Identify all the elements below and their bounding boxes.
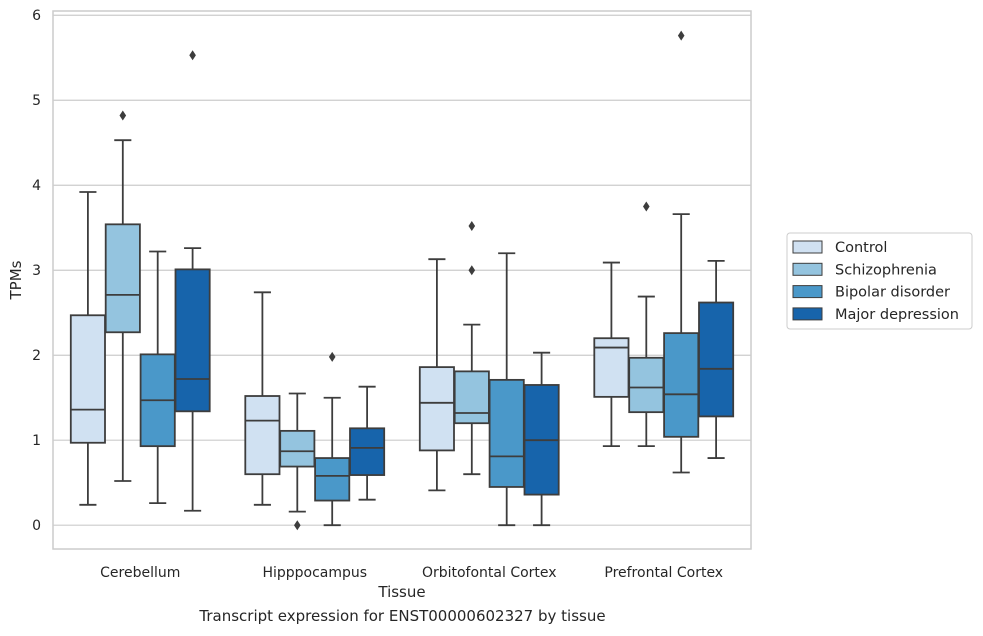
legend-label: Bipolar disorder <box>835 285 950 301</box>
box <box>523 351 560 527</box>
box <box>279 392 316 531</box>
legend-label: Control <box>835 240 887 256</box>
box <box>69 191 106 506</box>
box <box>453 221 490 476</box>
y-tick-label: 5 <box>32 93 41 109</box>
outlier-point <box>189 50 196 61</box>
box <box>314 351 351 527</box>
figure-caption: Transcript expression for ENST0000060232… <box>199 607 606 625</box>
outlier-point <box>468 221 476 232</box>
y-tick-label: 6 <box>32 8 41 24</box>
legend-item: Schizophrenia <box>792 262 937 278</box>
series-bipolar-disorder <box>139 30 700 527</box>
legend-swatch <box>792 307 823 321</box>
legend-frame <box>786 232 973 330</box>
legend-item: Control <box>792 240 887 256</box>
box <box>488 252 525 527</box>
outlier-point <box>294 520 301 531</box>
y-tick-label: 0 <box>32 518 41 534</box>
box <box>628 201 665 448</box>
outlier-point <box>119 110 127 121</box>
box-body <box>488 378 525 488</box>
box-body <box>279 429 316 468</box>
x-tick-label: Hipppocampus <box>262 565 367 581</box>
legend-item: Major depression <box>792 307 959 323</box>
y-axis-label: TPMs <box>7 260 25 300</box>
x-tick-label: Cerebellum <box>100 565 180 581</box>
box <box>104 110 141 482</box>
box <box>593 261 630 448</box>
legend-swatch <box>792 285 823 299</box>
box <box>698 259 735 459</box>
box-body <box>453 370 490 425</box>
outlier-point <box>468 265 476 276</box>
series-schizophrenia <box>104 110 665 531</box>
box-body <box>418 366 455 452</box>
x-tick-labels: Cerebellum Hipppocampus Orbitofontal Corte… <box>100 565 723 581</box>
box <box>663 30 700 474</box>
legend-swatch <box>792 262 823 276</box>
y-tick-label: 1 <box>32 433 41 449</box>
x-tick-label: Orbitofontal Cortex <box>422 565 557 581</box>
box-body <box>349 427 386 476</box>
series-control <box>69 191 630 506</box>
y-tick-label: 2 <box>32 348 41 364</box>
y-tick-label: 3 <box>32 263 41 279</box>
outlier-point <box>643 201 650 212</box>
series-major-depression <box>174 50 735 527</box>
legend-label: Major depression <box>835 307 959 323</box>
outlier-point <box>328 351 336 362</box>
legend-item: Bipolar disorder <box>792 285 950 301</box>
legend-label: Schizophrenia <box>835 262 937 278</box>
box-body <box>314 457 351 502</box>
box-series <box>69 30 735 531</box>
box-body <box>698 301 735 418</box>
outlier-point <box>677 30 685 41</box>
x-axis-label: Tissue <box>377 583 425 601</box>
y-tick-label: 4 <box>32 178 41 194</box>
box <box>139 250 176 505</box>
box <box>174 50 211 512</box>
box-body <box>104 223 141 334</box>
x-tick-label: Prefrontal Cortex <box>604 565 723 581</box>
box-body <box>174 268 211 413</box>
box-body <box>628 356 665 414</box>
box-body <box>663 332 700 438</box>
legend-swatch <box>792 240 823 254</box>
legend: Control Schizophrenia Bipolar disorder Majo… <box>786 232 973 330</box>
box-body <box>244 395 281 476</box>
box-body <box>69 314 106 444</box>
y-tick-labels: 0 1 2 3 4 5 6 <box>32 8 41 534</box>
box <box>244 291 281 506</box>
plot-frame <box>52 10 752 550</box>
box <box>418 258 455 492</box>
box <box>349 385 386 501</box>
